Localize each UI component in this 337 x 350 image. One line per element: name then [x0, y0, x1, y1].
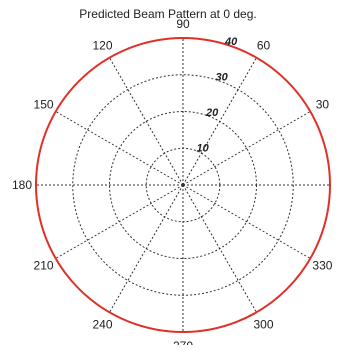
- angle-label-180: 180: [12, 178, 32, 192]
- angle-label-90: 90: [176, 17, 190, 31]
- spoke-120: [109, 57, 184, 186]
- angle-label-300: 300: [253, 317, 273, 331]
- series-line-0: [35, 37, 331, 333]
- angle-label-120: 120: [92, 39, 112, 53]
- spoke-330: [182, 184, 311, 259]
- grid-circle-30: [72, 74, 294, 296]
- spoke-30: [182, 111, 311, 186]
- radial-label-40: 40: [224, 36, 238, 48]
- spoke-60: [182, 57, 257, 186]
- spoke-150: [55, 111, 184, 186]
- polar-grid: [35, 37, 331, 333]
- angle-label-330: 330: [312, 259, 332, 273]
- angle-label-240: 240: [92, 317, 112, 331]
- radial-label-30: 30: [216, 72, 229, 84]
- series-layer: [35, 37, 331, 333]
- label-layer: 030609012015018021024027030033010203040: [12, 17, 333, 350]
- angle-label-270: 270: [173, 339, 193, 345]
- radial-label-10: 10: [197, 143, 210, 155]
- angle-label-30: 30: [316, 98, 330, 112]
- spoke-210: [55, 184, 184, 259]
- angle-label-210: 210: [34, 259, 54, 273]
- radial-label-20: 20: [205, 107, 219, 119]
- spoke-240: [109, 184, 184, 313]
- angle-label-60: 60: [257, 39, 271, 53]
- chart-title: Predicted Beam Pattern at 0 deg.: [79, 7, 256, 21]
- spoke-300: [182, 184, 257, 313]
- angle-label-150: 150: [34, 98, 54, 112]
